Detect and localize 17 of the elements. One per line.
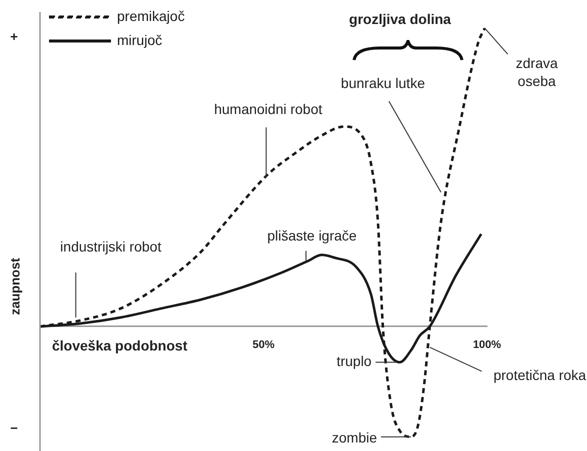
x-tick-label: 50% <box>252 339 275 352</box>
annotation: bunraku lutke <box>340 75 426 92</box>
legend-label: mirujoč <box>117 32 162 48</box>
y-axis-title: zaupnost <box>8 257 23 315</box>
annotation: humanoidni robot <box>214 101 322 118</box>
annotation: plišaste igrače <box>267 228 357 244</box>
x-tick-label: 100% <box>472 339 502 352</box>
annotation: protetična roka <box>493 367 586 384</box>
annotation: zombie <box>332 430 378 446</box>
annotation: zdrava oseba <box>516 55 558 90</box>
text: + <box>10 28 18 44</box>
x-axis-title: človeška podobnost <box>52 337 188 354</box>
legend-label: premikajoč <box>117 8 185 24</box>
text: grozljiva dolina <box>349 10 452 27</box>
annotation: truplo <box>336 353 372 370</box>
annotation: industrijski robot <box>60 238 162 254</box>
text: − <box>10 420 18 436</box>
